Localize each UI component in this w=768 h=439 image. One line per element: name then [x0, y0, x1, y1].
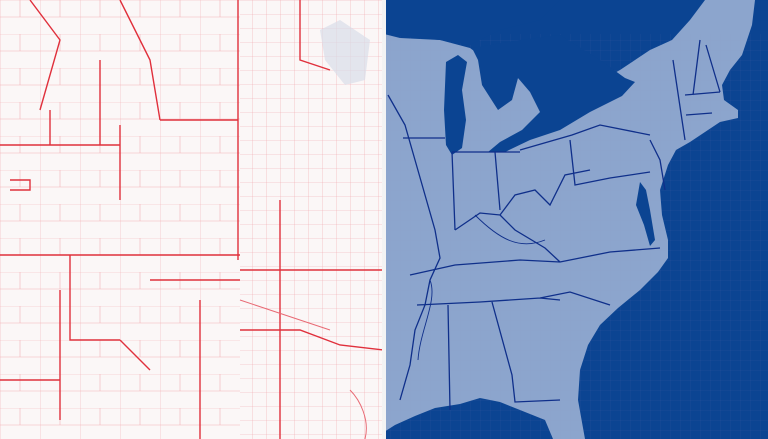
western-counties: [0, 0, 240, 439]
state-borders-right: [387, 39, 721, 411]
chesapeake-bay: [636, 182, 655, 246]
rivers-left: [239, 299, 367, 439]
rivers-right: [417, 214, 546, 361]
left-county-map: [0, 0, 385, 439]
lake-michigan: [444, 55, 467, 155]
lake-superior-shore: [384, 0, 560, 45]
lakes-huron-erie-ontario: [472, 35, 635, 152]
right-state-map: [384, 0, 768, 439]
lake-region-left: [320, 20, 370, 85]
state-borders-left: [0, 0, 385, 439]
